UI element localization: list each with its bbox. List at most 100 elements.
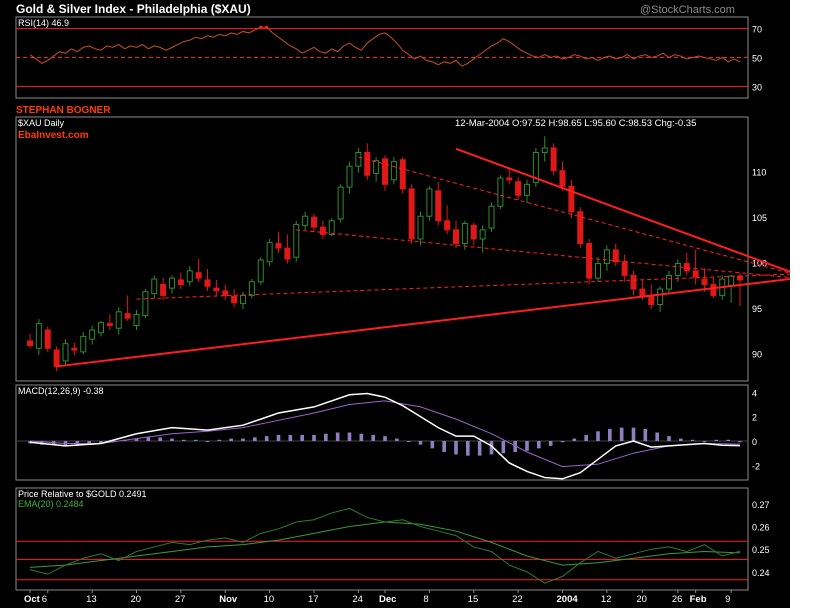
price-readout: 12-Mar-2004 O:97.52 H:98.65 L:95.60 C:98…	[455, 118, 696, 129]
price-candle-body	[364, 152, 371, 176]
macd-histogram-bar	[418, 441, 423, 445]
price-candle-body	[142, 291, 149, 316]
price-candle-body	[266, 242, 273, 263]
price-candle-body	[612, 249, 619, 263]
macd-histogram-bar	[158, 437, 162, 442]
price-candle-body	[231, 295, 238, 304]
price-candle-body	[222, 290, 229, 296]
macd-histogram-bar	[395, 438, 399, 442]
panel-frame-price	[15, 116, 749, 382]
stock-chart: Gold & Silver Index - Philadelphia ($XAU…	[0, 0, 790, 608]
chart-title: Gold & Silver Index - Philadelphia ($XAU…	[16, 2, 251, 16]
price-candle-body	[337, 186, 344, 220]
price-candle-body	[204, 279, 211, 287]
price-trend-line	[358, 156, 790, 274]
macd-histogram-bar	[513, 441, 517, 452]
x-tick-label: 24	[352, 594, 363, 605]
x-tick-label: Feb	[690, 594, 707, 605]
macd-histogram-bar	[631, 427, 636, 442]
macd-histogram-bar	[87, 441, 91, 445]
relative-tick-label: 0.25	[752, 545, 770, 555]
price-candle-body	[35, 323, 42, 349]
credit-author: STEPHAN BOGNER	[16, 105, 111, 116]
price-candle-body	[408, 188, 415, 240]
price-candle-body	[302, 215, 309, 226]
macd-histogram-bar	[170, 438, 174, 442]
price-candle-body	[515, 181, 522, 196]
macd-histogram-bar	[584, 434, 588, 442]
price-candle-body	[319, 226, 326, 235]
price-candle-body	[541, 147, 548, 154]
price-candle-body	[470, 224, 477, 240]
price-candle-body	[577, 211, 584, 245]
x-tick-label: 2004	[557, 594, 579, 605]
macd-histogram-bar	[430, 441, 435, 449]
price-candle-body	[532, 152, 539, 184]
price-candle-body	[603, 249, 610, 265]
price-candle-body	[275, 243, 282, 249]
price-candle-body	[44, 329, 51, 349]
x-tick-label: 20	[131, 594, 142, 605]
macd-histogram-bar	[537, 441, 541, 449]
macd-histogram-bar	[667, 436, 671, 442]
price-candle-body	[453, 229, 459, 245]
macd-histogram-bar	[359, 433, 364, 442]
price-trend-line	[136, 273, 790, 300]
price-candle-body	[160, 284, 167, 296]
price-candle-body	[390, 161, 397, 181]
macd-histogram-bar	[146, 437, 151, 442]
x-tick-label: 17	[308, 594, 319, 605]
panel-frame-relative	[15, 487, 749, 591]
price-candle-body	[595, 263, 601, 279]
price-candle-body	[461, 223, 468, 245]
macd-label: MACD(12,26,9) -0.38	[18, 386, 104, 396]
price-candle-body	[488, 205, 495, 229]
macd-histogram-bar	[229, 438, 233, 442]
macd-tick-label: 0	[752, 437, 757, 447]
price-trend-line	[296, 229, 790, 279]
macd-histogram-bar	[655, 432, 659, 442]
macd-histogram-bar	[442, 441, 446, 452]
price-candle-body	[692, 270, 699, 278]
price-candle-body	[53, 349, 60, 367]
macd-histogram-bar	[679, 438, 683, 442]
price-candle-body	[257, 259, 264, 283]
price-candle-body	[399, 159, 406, 190]
relative-line	[29, 507, 741, 584]
macd-histogram-bar	[324, 433, 328, 442]
macd-histogram-bar	[241, 438, 245, 442]
price-candle-body	[417, 215, 424, 240]
price-candle-body	[444, 220, 451, 231]
macd-histogram-bar	[572, 438, 577, 442]
price-candle-body	[106, 323, 113, 326]
x-tick-label: Oct	[24, 594, 41, 605]
price-candle-body	[240, 294, 246, 305]
price-candle-body	[701, 278, 708, 286]
price-candle-body	[728, 275, 735, 286]
price-candle-body	[98, 322, 104, 334]
price-candle-body	[435, 190, 442, 222]
price-candle-body	[186, 270, 193, 283]
macd-histogram-bar	[182, 439, 186, 442]
rsi-overbought-point	[265, 25, 269, 29]
macd-histogram-bar	[489, 441, 494, 455]
macd-tick-label: 4	[752, 388, 757, 398]
x-tick-label: 13	[86, 594, 97, 605]
macd-histogram-bar	[525, 441, 529, 451]
rsi-tick-label: 50	[752, 54, 762, 64]
macd-histogram-bar	[466, 441, 470, 456]
macd-histogram-bar	[738, 441, 742, 443]
relative-ema-line	[29, 521, 741, 568]
macd-histogram-bar	[608, 428, 612, 442]
macd-histogram-bar	[312, 434, 316, 442]
price-candle-body	[550, 147, 557, 172]
price-candle-body	[710, 284, 717, 296]
macd-histogram-bar	[477, 441, 482, 456]
price-tick-label: 90	[752, 350, 762, 360]
x-tick-label: 27	[175, 594, 186, 605]
price-candle-body	[524, 183, 530, 196]
macd-histogram-bar	[596, 431, 600, 442]
macd-histogram-bar	[643, 428, 648, 442]
price-candle-body	[293, 223, 300, 258]
price-candle-body	[248, 281, 255, 296]
